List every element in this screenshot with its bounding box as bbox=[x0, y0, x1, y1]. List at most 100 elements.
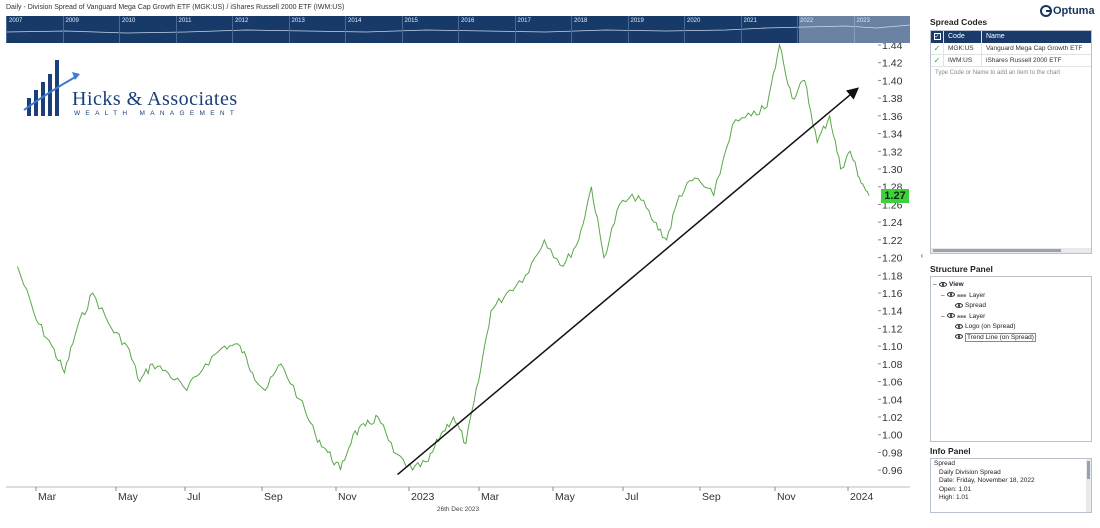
x-tick-label: 2024 bbox=[850, 491, 874, 503]
eye-icon[interactable] bbox=[947, 313, 955, 319]
tree-node-layer[interactable]: – ■■■ Layer bbox=[933, 312, 1089, 323]
navigator-year-label: 2010 bbox=[122, 18, 136, 24]
tree-node-label: Logo (on Spread) bbox=[965, 323, 1016, 330]
logo-company-name: Hicks & Associates bbox=[72, 88, 238, 110]
tree-node-layer[interactable]: – ■■■ Layer bbox=[933, 291, 1089, 302]
y-tick-label: 1.42 bbox=[882, 58, 903, 70]
info-content: Spread Daily Division Spread Date: Frida… bbox=[930, 458, 1092, 513]
navigator-year-label: 2022 bbox=[800, 18, 814, 24]
tree-node-label: View bbox=[949, 281, 964, 288]
table-row[interactable]: ✓ MGK:US Vanguard Mega Cap Growth ETF bbox=[931, 43, 1091, 55]
scrollbar-thumb[interactable] bbox=[1087, 461, 1090, 479]
navigator-year-tick bbox=[458, 16, 459, 43]
navigator-year-label: 2018 bbox=[574, 18, 588, 24]
tree-node-view[interactable]: – View bbox=[933, 280, 1089, 291]
y-tick-label: 1.34 bbox=[882, 129, 903, 141]
y-tick-label: 0.96 bbox=[882, 465, 903, 477]
chart-area[interactable]: 0.96 0.98 1.00 1.02 1.04 1.06 1.08 1.10 1.12 1.14… bbox=[6, 43, 910, 513]
navigator-year-label: 2014 bbox=[348, 18, 362, 24]
y-tick-label: 1.04 bbox=[882, 394, 903, 406]
x-tick-label: Sep bbox=[702, 491, 721, 503]
collapse-icon[interactable]: – bbox=[933, 281, 937, 288]
tree-node-label: Layer bbox=[969, 312, 986, 320]
codes-table-header: ✓ Code Name bbox=[931, 31, 1091, 43]
chart-title: Daily - Division Spread of Vanguard Mega… bbox=[0, 0, 925, 16]
timeline-navigator[interactable]: 2007 2009 2010 2011 2012 2013 2014 2015 2016 2017… bbox=[6, 16, 910, 43]
navigator-year-tick bbox=[232, 16, 233, 43]
navigator-year-label: 2016 bbox=[461, 18, 475, 24]
scrollbar-thumb[interactable] bbox=[933, 249, 1061, 252]
navigator-year-label: 2017 bbox=[517, 18, 531, 24]
x-axis: Mar May Jul Sep Nov 2023 Mar May Jul Sep Nov 2024 bbox=[35, 487, 874, 503]
navigator-year-label: 2023 bbox=[856, 18, 870, 24]
navigator-year-tick bbox=[119, 16, 120, 43]
spread-series-line bbox=[16, 43, 870, 472]
navigator-year-label: 2020 bbox=[687, 18, 701, 24]
select-all-checkbox[interactable]: ✓ bbox=[933, 32, 941, 40]
row-code: MGK:US bbox=[943, 43, 981, 54]
row-checkbox[interactable]: ✓ bbox=[933, 44, 941, 53]
eye-icon[interactable] bbox=[947, 292, 955, 298]
spread-codes-panel: Spread Codes ✓ Code Name ✓ MGK:US Vangua… bbox=[930, 16, 1092, 254]
spread-chart[interactable]: 0.96 0.98 1.00 1.02 1.04 1.06 1.08 1.10 1.12 1.14… bbox=[6, 43, 910, 513]
info-line: Spread bbox=[934, 460, 955, 467]
x-tick-label: Jul bbox=[625, 491, 638, 503]
code-column-header[interactable]: Code bbox=[943, 31, 981, 43]
navigator-year-tick bbox=[571, 16, 572, 43]
y-tick-label: 1.32 bbox=[882, 146, 903, 158]
sidebar: Spread Codes ✓ Code Name ✓ MGK:US Vangua… bbox=[928, 16, 1094, 524]
y-tick-label: 1.24 bbox=[882, 217, 903, 229]
navigator-year-tick bbox=[740, 16, 742, 43]
navigator-year-tick bbox=[627, 16, 629, 43]
navigator-year-label: 2009 bbox=[65, 18, 79, 24]
navigator-year-label: 2021 bbox=[743, 18, 757, 24]
trend-line-arrow[interactable] bbox=[397, 87, 859, 476]
navigator-year-tick bbox=[797, 16, 798, 43]
add-code-input[interactable]: Type Code or Name to add an item to the … bbox=[935, 70, 1061, 76]
navigator-year-tick bbox=[684, 16, 685, 43]
y-tick-label: 1.20 bbox=[882, 253, 903, 265]
collapse-icon[interactable]: – bbox=[941, 312, 945, 320]
navigator-year-label: 2007 bbox=[9, 18, 23, 24]
logo-tagline: WEALTH MANAGEMENT bbox=[74, 110, 240, 117]
y-tick-label: 1.16 bbox=[882, 288, 903, 300]
tree-node-spread[interactable]: Spread bbox=[933, 301, 1089, 312]
hicks-logo[interactable]: Hicks & Associates WEALTH MANAGEMENT bbox=[22, 58, 272, 122]
tree-node-trend-line[interactable]: Trend Line (on Spread) bbox=[933, 332, 1089, 344]
lock-icons[interactable]: ■■■ bbox=[957, 313, 967, 320]
spread-codes-table: ✓ Code Name ✓ MGK:US Vanguard Mega Cap G… bbox=[930, 30, 1092, 254]
collapse-sidebar-icon[interactable]: ‹ bbox=[920, 251, 924, 260]
y-tick-label: 1.18 bbox=[882, 270, 903, 282]
info-scrollbar[interactable] bbox=[1086, 459, 1091, 512]
y-tick-label: 1.40 bbox=[882, 75, 903, 87]
name-column-header[interactable]: Name bbox=[981, 31, 1091, 43]
x-tick-label: Sep bbox=[264, 491, 283, 503]
navigator-year-label: 2012 bbox=[235, 18, 249, 24]
eye-icon[interactable] bbox=[939, 281, 947, 287]
x-tick-label: Nov bbox=[777, 491, 796, 503]
y-tick-label: 1.30 bbox=[882, 164, 903, 176]
navigator-year-label: 2015 bbox=[404, 18, 418, 24]
table-row[interactable]: ✓ IWM:US iShares Russell 2000 ETF bbox=[931, 55, 1091, 67]
tree-node-logo[interactable]: Logo (on Spread) bbox=[933, 322, 1089, 333]
row-checkbox[interactable]: ✓ bbox=[933, 56, 941, 65]
y-tick-label: 1.12 bbox=[882, 323, 903, 335]
info-line: High: 1.01 bbox=[939, 494, 969, 501]
navigator-range-handle[interactable] bbox=[799, 16, 910, 43]
y-tick-label: 1.08 bbox=[882, 359, 903, 371]
codes-horizontal-scrollbar[interactable] bbox=[931, 248, 1091, 253]
logo-bars-icon bbox=[23, 60, 80, 116]
cursor-date-label: 26th Dec 2023 bbox=[436, 506, 480, 513]
structure-panel-header: Structure Panel bbox=[930, 264, 993, 274]
navigator-year-label: 2013 bbox=[291, 18, 305, 24]
collapse-icon[interactable]: – bbox=[941, 291, 945, 299]
x-tick-label: Mar bbox=[481, 491, 500, 503]
y-tick-label: 1.10 bbox=[882, 341, 903, 353]
navigator-year-tick bbox=[6, 16, 7, 43]
eye-icon[interactable] bbox=[955, 302, 963, 308]
eye-icon[interactable] bbox=[955, 323, 963, 329]
lock-icons[interactable]: ■■■ bbox=[957, 292, 967, 299]
eye-icon[interactable] bbox=[955, 334, 963, 340]
x-tick-label: May bbox=[118, 491, 139, 503]
